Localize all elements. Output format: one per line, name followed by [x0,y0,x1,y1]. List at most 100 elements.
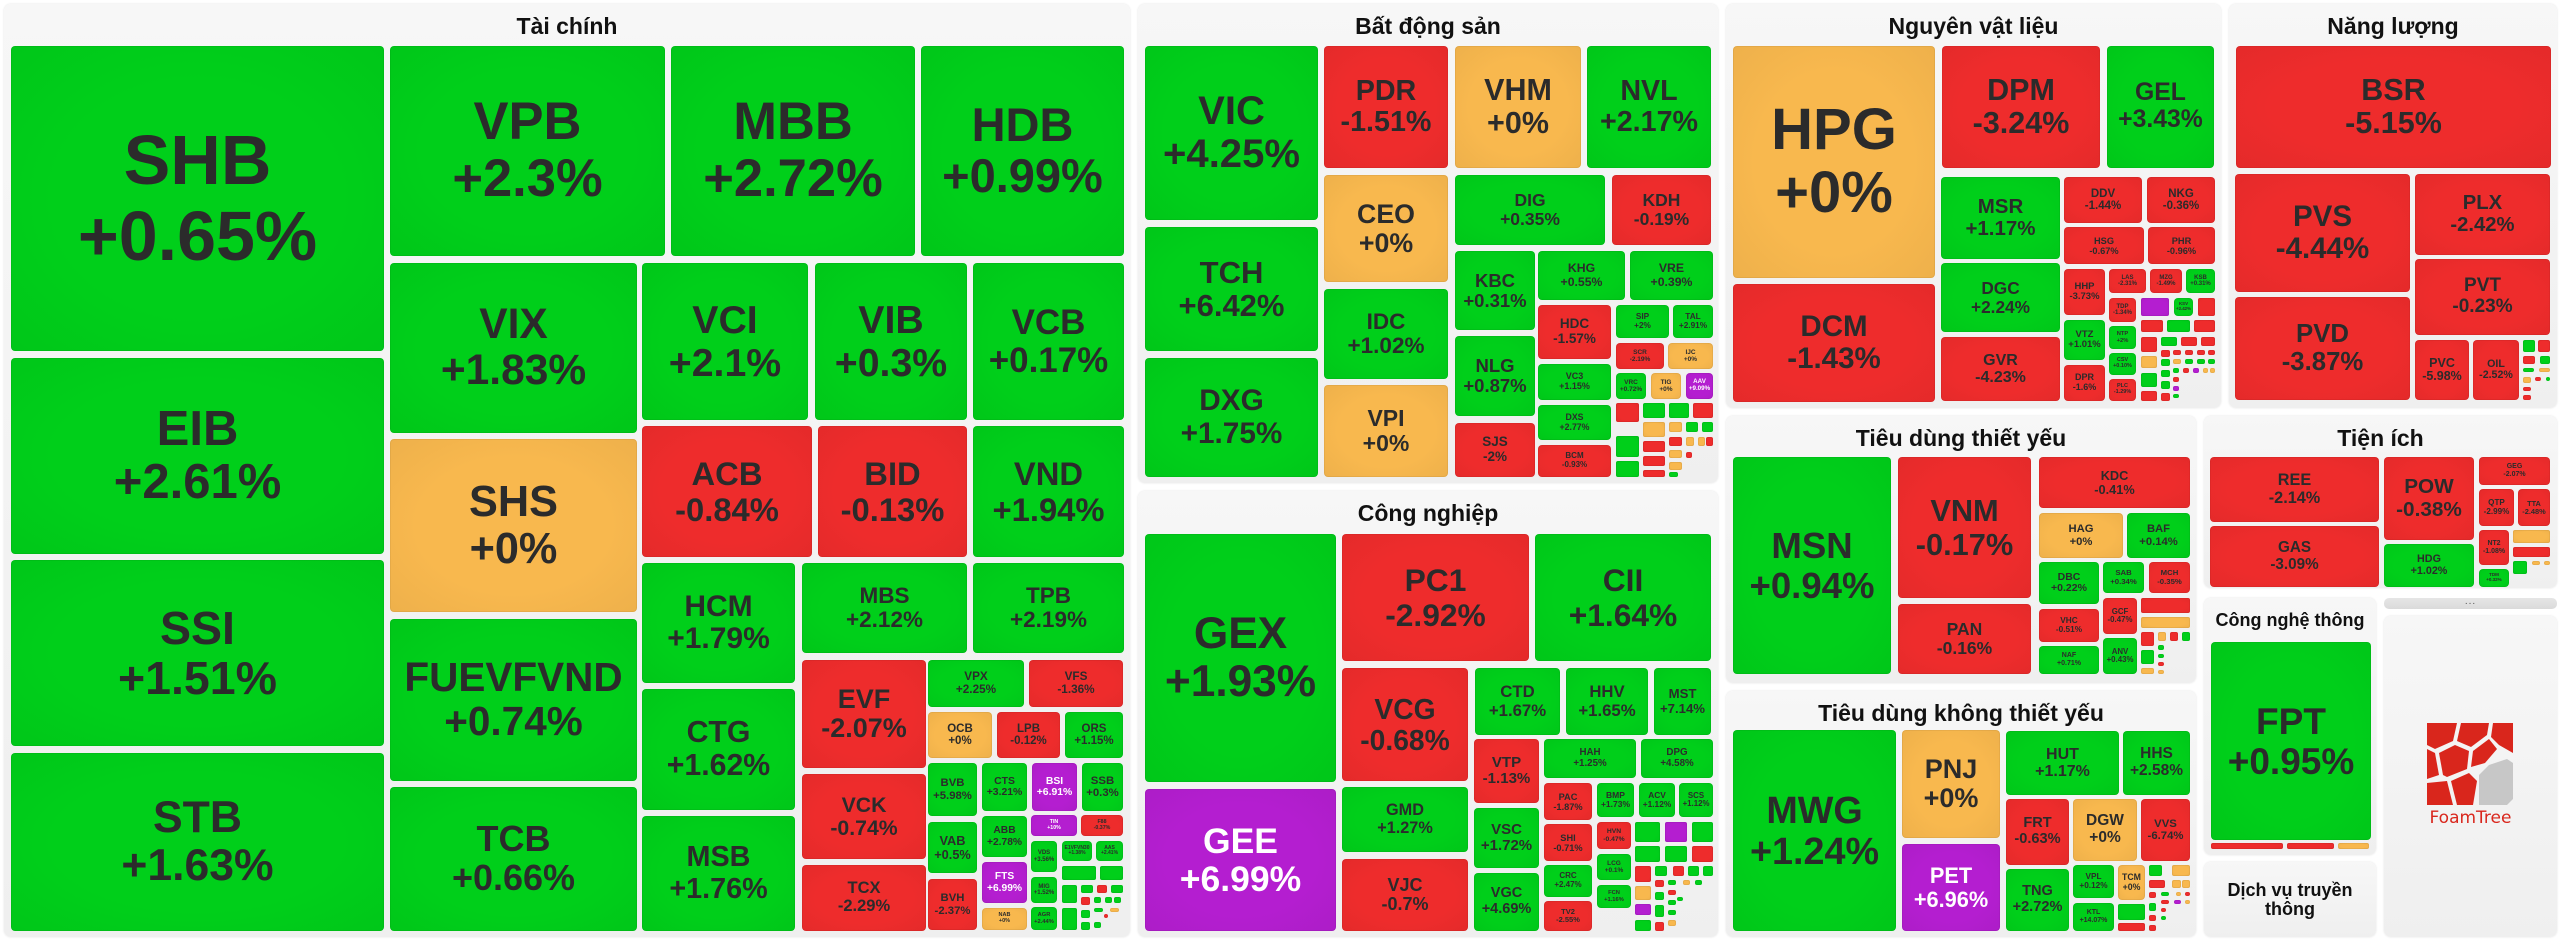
tile-ksb[interactable]: KSB +0.31% [2186,269,2215,293]
tile-vic[interactable]: VIC +4.25% [1145,46,1318,220]
tile-dcm[interactable]: DCM -1.43% [1733,284,1935,402]
tile-hvn[interactable]: HVN -0.47% [1597,822,1631,849]
tile-dxg[interactable]: DXG +1.75% [1145,358,1318,477]
tile-minor[interactable] [1104,914,1108,918]
tile-ors[interactable]: ORS +1.15% [1065,712,1123,758]
tile-tal[interactable]: TAL +2.91% [1673,305,1713,338]
tile-minor[interactable] [1081,922,1090,930]
tile-bcm[interactable]: BCM -0.93% [1538,445,1611,477]
tile-vhm[interactable]: VHM +0% [1455,46,1581,168]
tile-vib[interactable]: VIB +0.3% [815,263,967,420]
tile-tv2[interactable]: TV2 -2.55% [1544,901,1592,931]
tile-vsc[interactable]: VSC +1.72% [1474,808,1539,868]
tile-minor[interactable] [1635,866,1651,882]
tile-pvs[interactable]: PVS -4.44% [2235,174,2410,292]
sector-title[interactable]: Nguyên vật liệu [1888,13,2059,39]
tile-tdm[interactable]: TDM +0.32% [2479,569,2509,587]
tile-ctd[interactable]: CTD +1.67% [1475,668,1560,735]
tile-minor[interactable] [1692,846,1713,862]
tile-tin[interactable]: TIN +10% [1031,815,1077,836]
tile-minor[interactable] [2141,298,2169,316]
tile-tch[interactable]: TCH +6.42% [1145,227,1318,351]
tile-minor[interactable] [2158,632,2166,641]
tile-minor[interactable] [2149,903,2156,911]
tile-hah[interactable]: HAH +1.25% [1544,739,1636,778]
tile-minor[interactable] [1643,403,1665,418]
tile-minor[interactable] [1669,422,1682,432]
tile-minor[interactable] [1094,922,1101,928]
tile-dig[interactable]: DIG +0.35% [1455,175,1605,245]
tile-hut[interactable]: HUT +1.17% [2006,731,2119,795]
tile-minor[interactable] [2161,337,2177,346]
sector-title[interactable]: Năng lượng [2327,13,2459,39]
tile-minor[interactable] [1669,472,1678,477]
tile-minor[interactable] [2161,381,2170,389]
tile-kbc[interactable]: KBC +0.31% [1455,251,1535,330]
tile-minor[interactable] [1081,897,1090,905]
tile-minor[interactable] [2161,900,2169,904]
tile-minor[interactable] [1668,920,1676,926]
tile-minor[interactable] [2523,368,2534,372]
tile-mch[interactable]: MCH -0.35% [2149,562,2190,593]
tile-minor[interactable] [2546,377,2550,381]
tile-ijc[interactable]: IJC +0% [1668,343,1713,369]
tile-minor[interactable] [1655,866,1667,876]
tile-pvd[interactable]: PVD -3.87% [2235,297,2410,400]
tile-cii[interactable]: CII +1.64% [1535,534,1711,661]
tile-minor[interactable] [2193,368,2199,373]
tile-nkg[interactable]: NKG -0.36% [2147,177,2215,223]
tile-vpx[interactable]: VPX +2.25% [928,660,1024,707]
tile-vre[interactable]: VRE +0.39% [1630,251,1713,300]
tile-lpb[interactable]: LPB -0.12% [997,712,1060,758]
tile-phr[interactable]: PHR -0.96% [2148,227,2215,264]
tile-hsg[interactable]: HSG -0.67% [2064,227,2144,264]
tile-minor[interactable] [1669,462,1682,470]
tile-minor[interactable] [2513,547,2550,557]
tile-minor[interactable] [2523,387,2531,391]
tile-vds[interactable]: VDS +3.56% [1031,841,1057,872]
tile-pow[interactable]: POW -0.38% [2384,457,2474,540]
tile-minor[interactable] [1643,441,1665,452]
tile-vc3[interactable]: VC3 +1.15% [1538,364,1611,400]
tile-qtp[interactable]: QTP -2.99% [2479,489,2514,526]
sector-title[interactable]: Công nghệ thông tin [2215,610,2365,674]
tile-minor[interactable] [1643,422,1665,437]
tile-kdc[interactable]: KDC -0.41% [2039,457,2190,508]
tile-ocb[interactable]: OCB +0% [928,712,992,758]
tile-gcf[interactable]: GCF -0.47% [2103,598,2137,634]
tile-minor[interactable] [2141,356,2157,368]
tile-minor[interactable] [2118,923,2145,931]
tile-hdg[interactable]: HDG +1.02% [2384,544,2474,587]
tile-vjc[interactable]: VJC -0.7% [1342,859,1468,931]
tile-minor[interactable] [1081,885,1093,893]
sector-title[interactable]: Tài chính [516,13,618,39]
tile-nlg[interactable]: NLG +0.87% [1455,336,1535,416]
tile-naf[interactable]: NAF +0.71% [2039,646,2099,674]
tile-minor[interactable] [2210,368,2215,373]
tile-minor[interactable] [1643,456,1665,466]
tile-minor[interactable] [2149,915,2156,921]
tile-dxs[interactable]: DXS +2.77% [1538,405,1611,440]
tile-minor[interactable] [1111,885,1123,893]
tile-minor[interactable] [2197,350,2205,355]
tile-minor[interactable] [2523,395,2531,400]
tile-vnm[interactable]: VNM -0.17% [1898,457,2031,598]
tile-minor[interactable] [1668,900,1676,905]
tile-minor[interactable] [1110,908,1119,912]
tile-scs[interactable]: SCS +1.12% [1679,783,1713,817]
tile-minor[interactable] [1094,908,1103,912]
tile-pvt[interactable]: PVT -0.23% [2415,259,2550,335]
tile-minor[interactable] [1635,920,1651,931]
tile-mbs[interactable]: MBS +2.12% [802,563,967,653]
tile-evf[interactable]: EVF -2.07% [802,660,926,768]
tile-minor[interactable] [1062,885,1077,903]
tile-ddv[interactable]: DDV -1.44% [2064,177,2142,223]
tile-mbb[interactable]: MBB +2.72% [671,46,915,256]
tile-ree[interactable]: REE -2.14% [2210,457,2379,522]
tile-minor[interactable] [2539,368,2550,372]
tile-pc1[interactable]: PC1 -2.92% [1342,534,1529,661]
tile-minor[interactable] [2173,386,2179,391]
tile-hcm[interactable]: HCM +1.79% [642,563,795,683]
tile-minor[interactable] [1695,880,1702,885]
tile-minor[interactable] [1665,822,1687,842]
